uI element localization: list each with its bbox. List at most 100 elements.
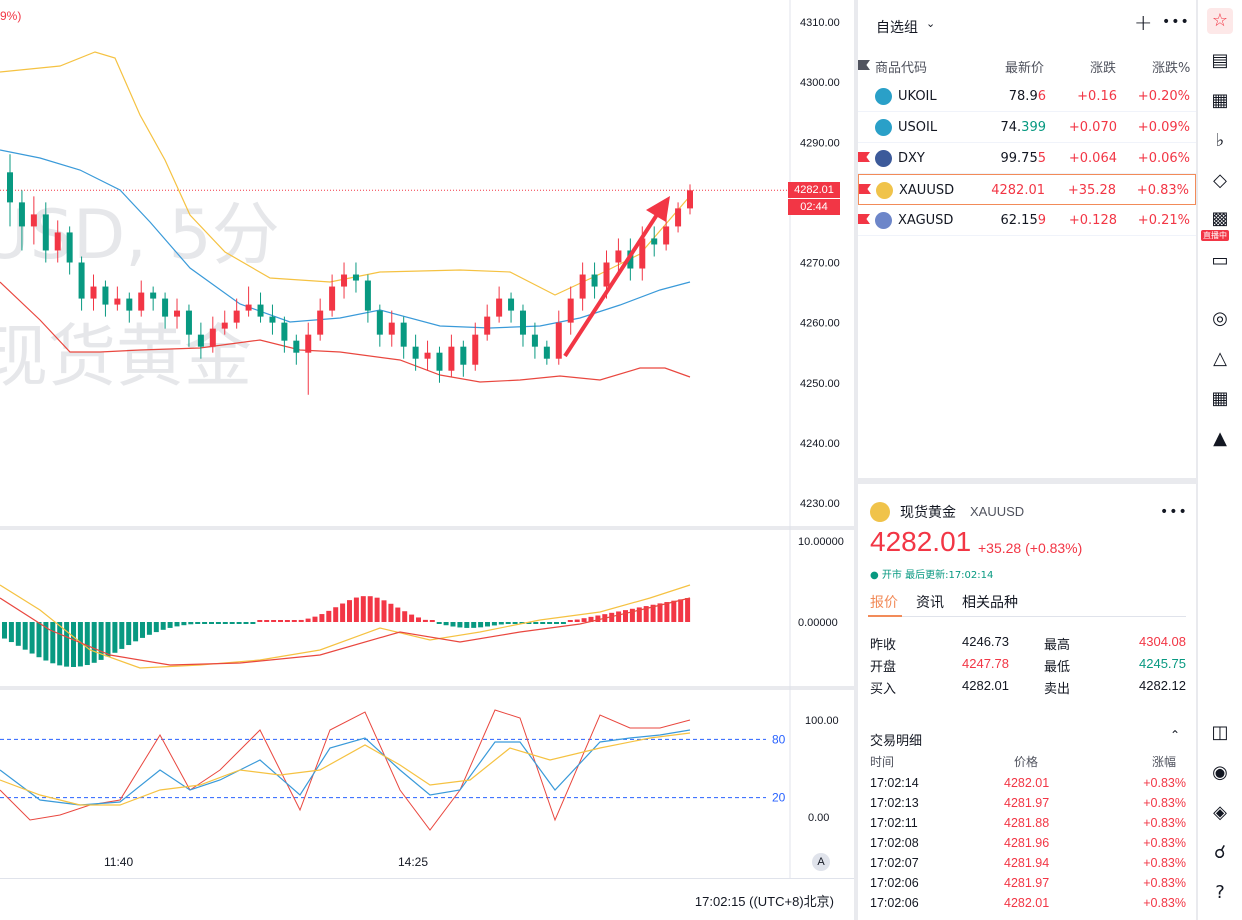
alert-bell-icon[interactable]: ♭ [1215, 130, 1225, 151]
calendar-icon[interactable]: ▦ [1211, 90, 1229, 111]
watchlist-row-dxy[interactable]: DXY 99.755 +0.064 +0.06% [858, 143, 1196, 174]
watchlist-icon[interactable]: ☆ [1207, 8, 1233, 34]
macd-histogram-bar [533, 622, 539, 624]
candle-body [78, 262, 85, 299]
macd-histogram-bar [312, 616, 318, 622]
symbol-watermark: USD, 5分 [0, 196, 280, 275]
tab-news[interactable]: 资讯 [916, 595, 944, 611]
row-change: +0.064 [1068, 151, 1117, 166]
trade-time: 17:02:11 [870, 816, 918, 830]
row-change: +0.128 [1068, 213, 1117, 228]
trade-price: 4282.01 [1004, 896, 1050, 910]
candle-body [627, 250, 634, 269]
chevron-down-icon[interactable]: ⌄ [926, 17, 936, 30]
flag-icon[interactable] [859, 184, 871, 194]
flag-icon [858, 60, 870, 70]
macd-histogram-bar [347, 600, 352, 622]
tab-quote[interactable]: 报价 [870, 595, 898, 611]
watchlist-row-xagusd[interactable]: XAGUSD 62.159 +0.128 +0.21% [858, 205, 1196, 236]
col-change[interactable]: 涨跌 [1090, 61, 1117, 76]
macd-histogram-bar [105, 622, 111, 657]
row-price: 4282.01 [991, 183, 1045, 198]
candle-body [114, 298, 121, 305]
price-axis-label: 4260.00 [800, 318, 840, 330]
macd-histogram-bar [64, 622, 70, 667]
price-axis-label: 4250.00 [800, 378, 840, 390]
stat-label: 开盘 [870, 660, 897, 675]
macd-histogram-bar [264, 620, 270, 622]
education-icon[interactable]: △ [1213, 348, 1227, 369]
macd-histogram-bar [181, 622, 187, 626]
add-symbol-button[interactable]: + [1134, 11, 1153, 36]
candle-body [7, 172, 13, 203]
flag-icon[interactable] [858, 214, 870, 224]
target-icon[interactable]: ◎ [1212, 308, 1228, 329]
network-icon[interactable]: ▲ [1213, 428, 1227, 449]
macd-histogram-bar [478, 622, 484, 628]
price-axis-label: 4240.00 [800, 438, 840, 450]
trades-head-price: 价格 [1014, 755, 1039, 769]
macd-histogram-bar [485, 622, 490, 627]
price-chart-canvas[interactable]: USD, 5分现货黄金9%)4310.004300.004290.004280.… [0, 0, 854, 880]
macd-signal-line [0, 584, 691, 669]
watchlist-row-ukoil[interactable]: UKOIL 78.96 +0.16 +0.20% [858, 81, 1196, 112]
auto-scale-button[interactable]: A [812, 853, 830, 871]
macd-histogram-bar [512, 622, 518, 624]
col-pct[interactable]: 涨跌% [1152, 61, 1191, 76]
candle-body [257, 304, 264, 317]
macd-histogram-bar [657, 603, 663, 622]
macd-histogram-bar [650, 604, 656, 622]
candle-body [185, 310, 192, 335]
macd-histogram-bar [450, 622, 456, 627]
stoch-axis-label: 0.00 [808, 812, 829, 824]
chevron-up-icon[interactable]: ⌃ [1170, 728, 1181, 742]
macd-histogram-bar [381, 600, 387, 622]
layers-icon[interactable]: ◇ [1213, 170, 1227, 191]
macd-histogram-bar [416, 617, 421, 622]
help-icon[interactable]: ? [1215, 882, 1225, 903]
more-icon[interactable]: ••• [1160, 504, 1188, 520]
flag-icon[interactable] [858, 152, 870, 162]
oil-icon [875, 88, 892, 105]
trade-pct: +0.83% [1143, 896, 1186, 910]
col-code[interactable]: 商品代码 [875, 61, 928, 76]
chart-bottom-bar: 17:02:15 ((UTC+8)北京) [0, 878, 854, 920]
trade-pct: +0.83% [1143, 816, 1186, 830]
trade-price: 4281.94 [1004, 856, 1050, 870]
watchlist-row-usoil[interactable]: USOIL 74.399 +0.070 +0.09% [858, 112, 1196, 143]
grid-icon[interactable]: ▦ [1211, 388, 1229, 409]
macd-histogram-bar [29, 622, 35, 654]
watchlist-header: 自选组 ⌄ + ••• [858, 0, 1196, 50]
support-icon[interactable]: ☌ [1213, 842, 1227, 863]
row-symbol: XAGUSD [898, 213, 954, 228]
chat-icon[interactable]: ▭ [1211, 250, 1229, 271]
dom-icon[interactable]: ◫ [1211, 722, 1229, 743]
candle-body [484, 316, 491, 335]
price-axis-label: 4300.00 [800, 77, 840, 89]
col-last[interactable]: 最新价 [1005, 61, 1045, 76]
chart-area[interactable]: USD, 5分现货黄金9%)4310.004300.004290.004280.… [0, 0, 854, 920]
macd-histogram-bar [616, 611, 622, 622]
countdown-tag: 02:44 [788, 199, 840, 215]
macd-histogram-bar [395, 607, 401, 622]
candle-body [460, 346, 467, 365]
watchlist-title[interactable]: 自选组 [876, 20, 918, 36]
stat-value: 4245.75 [1139, 656, 1186, 671]
more-icon[interactable]: ••• [1162, 14, 1190, 30]
watchlist-row-xauusd[interactable]: XAUUSD 4282.01 +35.28 +0.83% [858, 174, 1196, 205]
notes-icon[interactable]: ▤ [1211, 50, 1229, 71]
tab-related[interactable]: 相关品种 [962, 595, 1018, 611]
trades-head-time: 时间 [870, 755, 895, 769]
price-axis-label: 4270.00 [800, 258, 840, 270]
live-video-icon[interactable]: ▩ [1211, 208, 1229, 229]
stat-label: 最低 [1044, 660, 1071, 675]
handshake-icon[interactable]: ◈ [1213, 802, 1227, 823]
timezone-clock[interactable]: 17:02:15 ((UTC+8)北京) [694, 894, 834, 909]
macd-histogram-bar [567, 620, 573, 622]
trades-title: 交易明细 [870, 734, 923, 749]
eye-icon[interactable]: ◉ [1212, 762, 1228, 783]
tab-active-indicator [868, 615, 902, 617]
candle-body [293, 340, 300, 353]
macd-histogram-bar [685, 598, 691, 622]
macd-histogram-bar [209, 622, 214, 624]
